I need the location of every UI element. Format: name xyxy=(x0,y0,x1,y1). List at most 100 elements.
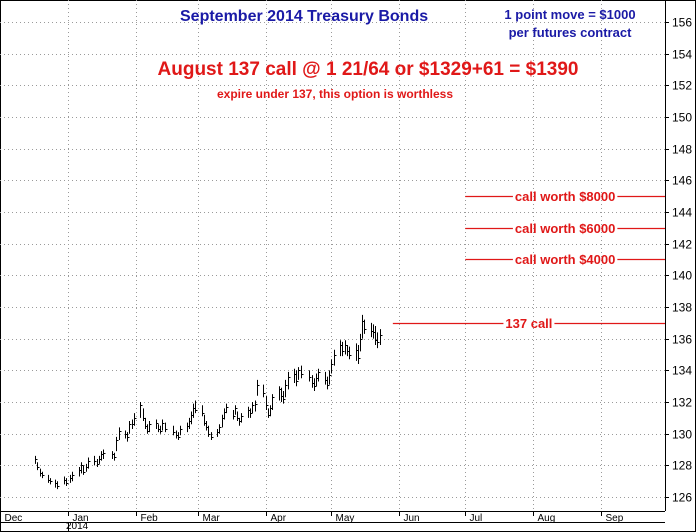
price-bar xyxy=(329,370,332,385)
price-bar xyxy=(285,379,288,398)
x-tick-label: Feb xyxy=(141,513,159,524)
price-bar xyxy=(156,419,159,429)
price-bar xyxy=(211,432,214,441)
price-bar xyxy=(83,465,86,475)
x-tick-label: Jul xyxy=(470,513,483,524)
x-tick-label: Sep xyxy=(606,513,624,524)
y-tick-label: 152 xyxy=(672,79,692,93)
x-tick-label: Jan xyxy=(73,513,89,524)
y-tick-label: 132 xyxy=(672,396,692,410)
price-bar xyxy=(360,333,363,352)
price-bar xyxy=(301,365,304,379)
x-tick-label: Jun xyxy=(404,513,420,524)
price-bar xyxy=(314,378,317,391)
price-bar xyxy=(162,419,165,431)
y-tick-label: 144 xyxy=(672,206,692,220)
price-bar xyxy=(35,455,38,464)
y-tick-label: 128 xyxy=(672,459,692,473)
price-bar xyxy=(219,424,222,434)
annotation: call worth $6000 xyxy=(465,221,665,236)
price-bar xyxy=(114,452,117,461)
annotation-label: call worth $6000 xyxy=(515,221,615,236)
y-tick-label: 150 xyxy=(672,111,692,125)
price-bar xyxy=(202,405,205,417)
price-bar xyxy=(97,459,100,467)
price-bar xyxy=(149,421,152,433)
price-bar xyxy=(233,409,236,420)
x-tick-label: May xyxy=(336,513,355,524)
price-bar xyxy=(180,425,183,436)
chart-title: September 2014 Treasury Bonds xyxy=(180,8,428,25)
y-tick-label: 142 xyxy=(672,238,692,252)
price-bar xyxy=(116,436,119,452)
price-bar xyxy=(263,384,266,398)
price-bar xyxy=(160,425,163,434)
price-bar xyxy=(42,471,45,479)
price-bar xyxy=(66,478,69,486)
annotation-label: call worth $8000 xyxy=(515,189,615,204)
price-bar xyxy=(94,455,97,466)
y-tick-label: 154 xyxy=(672,48,692,62)
y-tick-label: 146 xyxy=(672,174,692,188)
price-bar xyxy=(103,449,106,460)
annotation-label: call worth $4000 xyxy=(515,252,615,267)
contract-note-line-1: 1 point move = $1000 xyxy=(504,7,635,22)
price-bar xyxy=(309,370,312,382)
price-bar xyxy=(119,427,122,441)
y-tick-label: 138 xyxy=(672,301,692,315)
price-bar xyxy=(173,425,176,436)
price-bar xyxy=(57,481,60,490)
y-axis-ticks: 126 128 130 132 134 136 138 140 142 144 146 148 150 1… xyxy=(665,16,692,505)
price-bar xyxy=(72,471,75,482)
price-bar xyxy=(88,457,91,469)
price-bar xyxy=(241,413,244,423)
price-bar xyxy=(250,408,253,418)
price-bar xyxy=(129,421,132,434)
price-bar xyxy=(257,379,260,396)
price-bar xyxy=(195,400,198,414)
price-bar xyxy=(252,402,255,414)
x-tick-label: Dec xyxy=(5,513,23,524)
price-bar xyxy=(318,368,321,382)
x-tick-label: Aug xyxy=(538,513,556,524)
price-bar xyxy=(334,349,337,366)
price-bars xyxy=(35,314,383,490)
price-bar xyxy=(266,395,269,410)
year-label: 2014 xyxy=(66,521,89,532)
price-bar xyxy=(235,405,238,415)
annotation: call worth $4000 xyxy=(465,252,665,267)
price-bar xyxy=(331,359,334,374)
y-tick-label: 126 xyxy=(672,491,692,505)
price-bar xyxy=(296,370,299,387)
price-bar xyxy=(37,462,40,471)
price-bar xyxy=(165,422,168,433)
x-tick-label: Mar xyxy=(203,513,221,524)
contract-note-line-2: per futures contract xyxy=(509,25,632,40)
annotation: 137 call xyxy=(392,316,665,331)
price-bar xyxy=(377,332,380,349)
grid-lines xyxy=(0,0,665,511)
price-bar xyxy=(272,394,275,410)
y-tick-label: 140 xyxy=(672,269,692,283)
price-bar xyxy=(364,319,367,334)
price-bar xyxy=(255,400,258,412)
price-bar xyxy=(140,402,143,418)
price-bar xyxy=(342,341,345,357)
price-bar xyxy=(283,390,286,404)
y-tick-label: 134 xyxy=(672,364,692,378)
y-tick-label: 148 xyxy=(672,143,692,157)
x-axis-ticks: Dec Jan Feb Mar Apr May Jun Jul Aug Sep xyxy=(0,511,665,532)
annotation-lines: call worth $8000 call worth $6000 call wor… xyxy=(392,189,665,331)
annotation-label: 137 call xyxy=(505,316,552,331)
price-bar xyxy=(208,425,211,437)
price-bar xyxy=(127,432,130,442)
price-bar xyxy=(349,346,352,360)
price-bar xyxy=(358,345,361,365)
annotation: call worth $8000 xyxy=(465,189,665,204)
x-tick-label: Apr xyxy=(271,513,287,524)
y-tick-label: 156 xyxy=(672,16,692,30)
price-bar xyxy=(327,376,330,390)
price-bar xyxy=(226,403,229,414)
price-bar xyxy=(298,367,301,380)
